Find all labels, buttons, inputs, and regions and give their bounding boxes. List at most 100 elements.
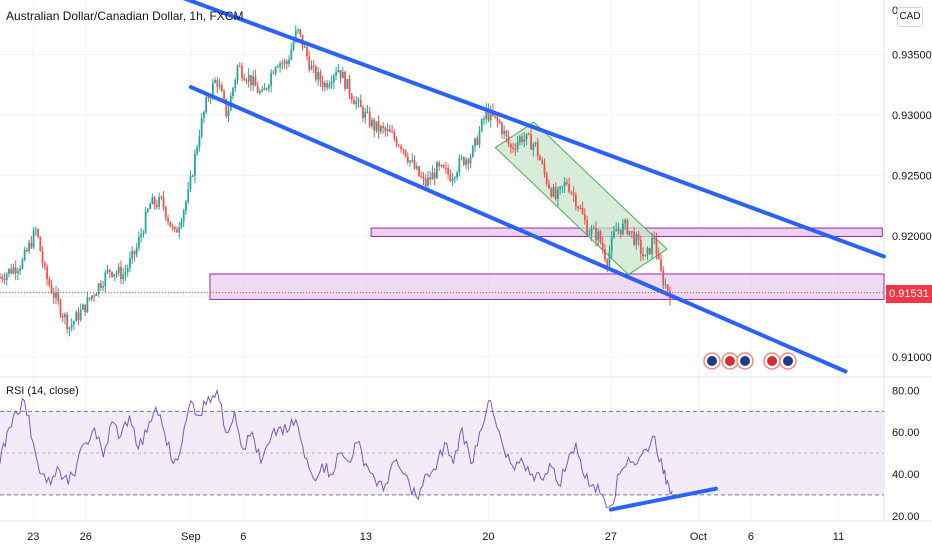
candle-body-127 — [283, 60, 286, 64]
candle-body-13 — [28, 242, 31, 252]
time-tick-label: 26 — [80, 531, 92, 543]
candle-body-184 — [411, 160, 414, 162]
candle-body-255 — [570, 192, 573, 194]
candle-body-198 — [442, 165, 445, 168]
candle-body-244 — [545, 173, 548, 184]
candle-body-263 — [588, 234, 591, 236]
candle-body-105 — [234, 79, 237, 89]
candle-body-113 — [252, 76, 255, 86]
candle-body-23 — [50, 285, 53, 294]
candle-body-283 — [633, 231, 635, 245]
candle-body-249 — [557, 189, 559, 199]
candle-body-215 — [480, 119, 483, 131]
candle-body-284 — [635, 234, 638, 245]
candle-body-207 — [462, 157, 465, 165]
candle-body-102 — [227, 110, 230, 116]
candle-body-73 — [162, 197, 165, 207]
candle-body-206 — [460, 157, 463, 159]
candle-body-110 — [245, 80, 248, 82]
candle-body-178 — [397, 145, 400, 147]
candle-body-277 — [619, 229, 622, 235]
candle-body-233 — [521, 136, 523, 143]
candle-body-275 — [615, 229, 618, 232]
candle-body-86 — [191, 175, 194, 177]
candle-body-261 — [583, 214, 586, 221]
candle-body-1 — [1, 276, 4, 280]
candle-body-97 — [216, 80, 219, 87]
candle-body-289 — [646, 247, 649, 255]
price-tick-label: 0.92500 — [892, 170, 932, 182]
candle-body-274 — [613, 231, 615, 238]
candle-body-144 — [321, 81, 324, 88]
candle-body-65 — [144, 211, 147, 233]
candle-body-218 — [487, 108, 490, 121]
candle-body-290 — [648, 247, 651, 254]
channel-upper-trendline — [182, 0, 886, 259]
candle-body-298 — [666, 284, 669, 292]
candle-body-107 — [238, 65, 241, 67]
candle-body-185 — [413, 160, 416, 169]
candle-body-7 — [14, 267, 17, 274]
candle-body-282 — [630, 231, 633, 233]
candle-body-100 — [223, 91, 225, 99]
candle-body-189 — [422, 177, 425, 179]
candle-body-228 — [509, 144, 512, 148]
candle-body-12 — [25, 249, 28, 252]
candle-body-82 — [182, 210, 185, 222]
rsi-tick-label: 60.00 — [892, 427, 920, 439]
candle-body-6 — [12, 267, 15, 274]
candle-body-28 — [61, 315, 64, 318]
candle-body-164 — [366, 111, 369, 113]
candle-body-57 — [126, 268, 129, 272]
price-tick-label: 0.91000 — [892, 352, 932, 364]
candle-body-29 — [64, 314, 66, 318]
candle-body-49 — [108, 269, 111, 272]
candle-body-123 — [274, 66, 277, 74]
candle-body-141 — [315, 66, 317, 80]
candle-body-268 — [599, 231, 602, 243]
time-tick-label: 23 — [27, 531, 39, 543]
candle-body-247 — [552, 187, 555, 197]
candle-body-197 — [440, 165, 443, 167]
candle-body-229 — [512, 147, 515, 149]
candle-body-63 — [140, 234, 143, 238]
candle-body-200 — [447, 168, 450, 175]
candle-body-129 — [288, 59, 290, 64]
candle-body-132 — [294, 30, 297, 42]
candle-body-121 — [270, 72, 273, 86]
candle-body-165 — [368, 111, 371, 127]
candle-body-252 — [563, 182, 566, 187]
candle-body-176 — [393, 132, 396, 139]
candle-body-96 — [214, 80, 217, 83]
candle-body-21 — [46, 266, 48, 280]
candle-body-120 — [267, 85, 270, 89]
candle-body-20 — [43, 263, 46, 267]
candle-body-14 — [30, 242, 33, 248]
candle-body-193 — [431, 172, 434, 180]
event-flag-dot-1 — [725, 356, 735, 366]
candle-body-248 — [554, 187, 557, 199]
candle-body-2 — [3, 279, 6, 281]
candle-body-266 — [595, 227, 597, 241]
candle-body-54 — [120, 266, 122, 280]
candle-body-104 — [232, 88, 234, 97]
candle-body-179 — [400, 146, 402, 150]
candle-body-217 — [485, 108, 488, 119]
event-flag-dot-0 — [707, 356, 717, 366]
candle-body-151 — [337, 69, 340, 73]
candle-body-39 — [86, 297, 89, 313]
candle-body-81 — [180, 221, 183, 228]
candle-body-188 — [420, 176, 423, 178]
candle-body-68 — [151, 197, 154, 205]
candle-body-287 — [642, 254, 644, 257]
candle-body-16 — [34, 229, 37, 231]
candle-body-191 — [427, 177, 429, 187]
candle-body-175 — [391, 131, 394, 133]
currency-badge[interactable]: CAD — [897, 7, 923, 27]
candle-body-246 — [550, 188, 553, 197]
candle-body-3 — [5, 273, 8, 281]
candle-body-131 — [292, 41, 295, 50]
candle-body-61 — [135, 247, 138, 255]
